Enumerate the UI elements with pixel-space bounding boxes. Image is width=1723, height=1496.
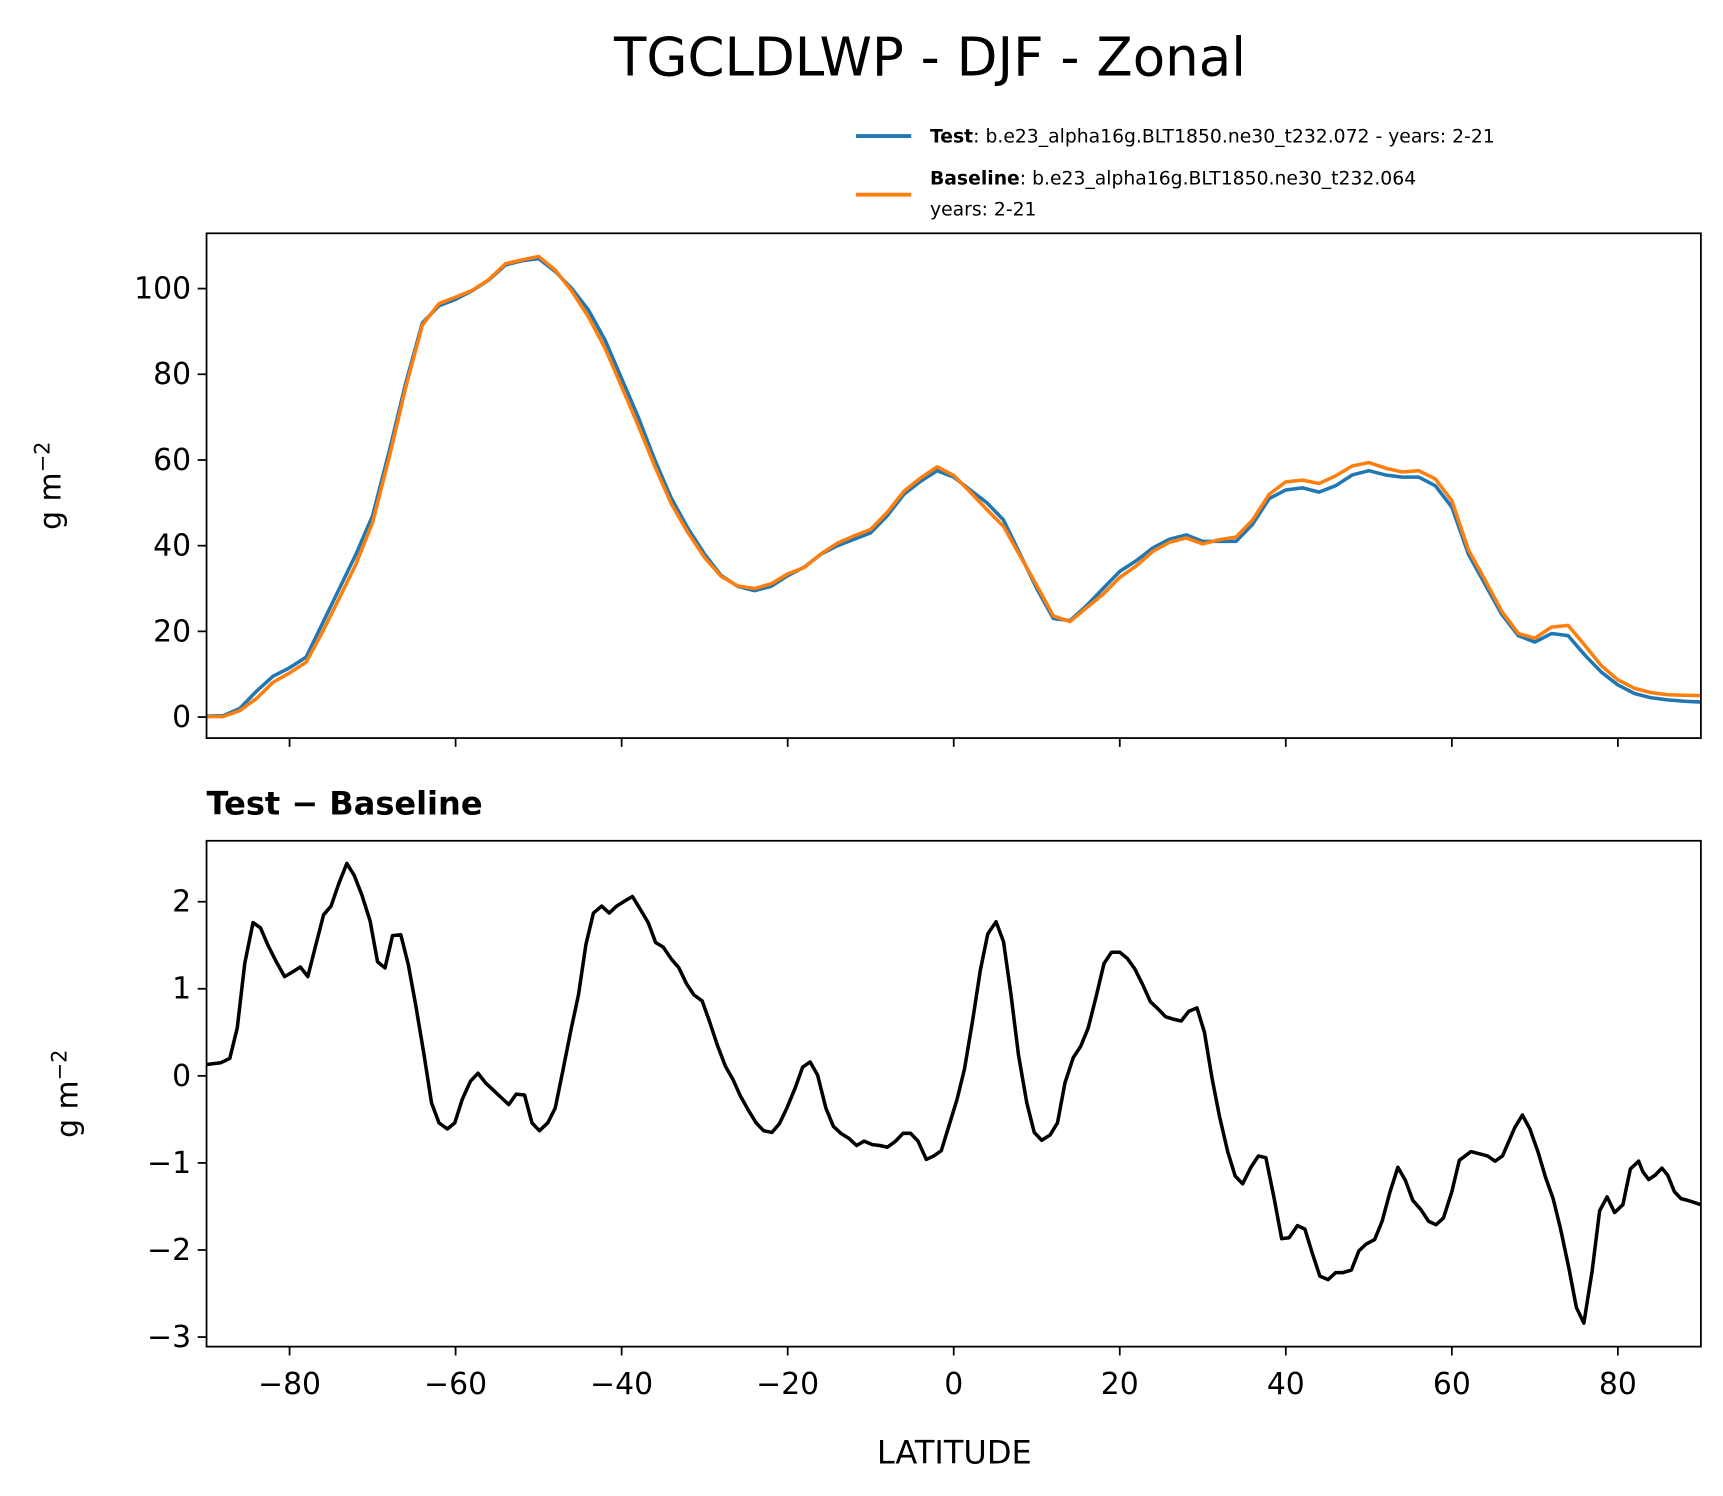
- y-axis-label: g m−2: [31, 441, 69, 529]
- data-line: [206, 861, 1701, 1325]
- x-axis-label: LATITUDE: [877, 1434, 1032, 1472]
- y-tick-label: 20: [153, 614, 191, 649]
- y-axis-label-exponent: −2: [47, 1050, 71, 1081]
- y-tick-label: 40: [153, 529, 191, 564]
- x-tick-label: 20: [1101, 1367, 1139, 1402]
- plot-frame: [205, 839, 1702, 1348]
- chart-title: TGCLDLWP - DJF - Zonal: [613, 26, 1246, 88]
- y-tick-label: 0: [172, 700, 191, 735]
- x-tick-label: 0: [944, 1367, 963, 1402]
- x-tick-label: −40: [590, 1367, 653, 1402]
- x-tick-label: 80: [1599, 1367, 1637, 1402]
- y-tick-label: 60: [153, 443, 191, 478]
- y-axis-label: g m−2: [47, 1050, 85, 1138]
- y-tick-label: −3: [147, 1320, 191, 1355]
- y-axis-label-base: g m: [34, 472, 69, 529]
- x-tick-label: −80: [258, 1367, 321, 1402]
- y-tick-label: −1: [147, 1146, 191, 1181]
- legend-detail: years: 2-21: [930, 200, 1037, 221]
- y-tick-label: 80: [153, 357, 191, 392]
- y-tick-label: 2: [172, 885, 191, 920]
- legend-label: Baseline: b.e23_alpha16g.BLT1850.ne30_t2…: [930, 169, 1416, 190]
- x-tick-label: 40: [1267, 1367, 1305, 1402]
- x-tick-label: −20: [756, 1367, 819, 1402]
- x-tick-label: −60: [424, 1367, 487, 1402]
- plot-frame: [205, 232, 1702, 739]
- x-tick-label: 60: [1433, 1367, 1471, 1402]
- y-tick-label: −2: [147, 1233, 191, 1268]
- y-tick-label: 0: [172, 1059, 191, 1094]
- legend-detail: : b.e23_alpha16g.BLT1850.ne30_t232.072 -…: [973, 127, 1495, 148]
- legend-label: years: 2-21: [930, 200, 1037, 221]
- y-tick-label: 100: [134, 272, 191, 307]
- legend-detail: : b.e23_alpha16g.BLT1850.ne30_t232.064: [1020, 169, 1416, 190]
- y-tick-label: 1: [172, 972, 191, 1007]
- legend-name: Test: [930, 127, 973, 148]
- y-axis-label-exponent: −2: [31, 441, 55, 472]
- data-line: [206, 254, 1701, 719]
- legend-label: Test: b.e23_alpha16g.BLT1850.ne30_t232.0…: [930, 127, 1495, 148]
- panel-title: Test − Baseline: [207, 784, 483, 822]
- y-axis-label-base: g m: [50, 1080, 85, 1137]
- legend-name: Baseline: [930, 169, 1020, 190]
